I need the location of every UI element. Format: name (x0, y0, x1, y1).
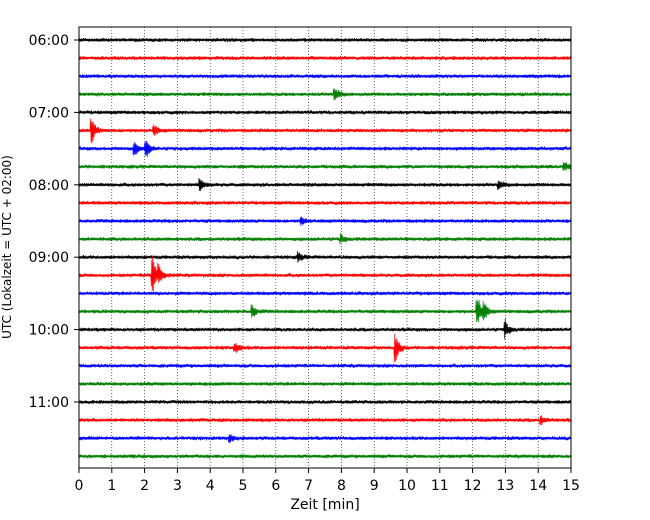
x-tick-label: 2 (140, 478, 149, 494)
y-tick-label: 07:00 (29, 105, 69, 121)
y-tick-label: 09:00 (29, 250, 69, 266)
seismic-trace (78, 399, 572, 405)
x-axis-ticks: 0 1 2 3 4 5 6 7 8 9 10 11 12 13 14 15 (75, 468, 580, 494)
seismic-trace (78, 381, 572, 387)
seismic-trace (78, 73, 572, 79)
seismic-trace (78, 88, 572, 101)
seismic-trace (78, 453, 572, 459)
x-tick-label: 7 (304, 478, 313, 494)
seismic-trace (78, 118, 572, 144)
x-tick-label: 14 (529, 478, 547, 494)
y-tick-label: 11:00 (29, 395, 69, 411)
seismic-trace (78, 233, 572, 245)
seismic-trace (78, 216, 572, 226)
seismic-trace (78, 200, 572, 206)
x-tick-label: 13 (496, 478, 514, 494)
seismic-trace (78, 110, 572, 115)
x-axis-label: Zeit [min] (290, 497, 359, 513)
seismic-trace (78, 415, 572, 426)
x-tick-label: 10 (398, 478, 416, 494)
y-axis-ticks: 06:00 07:00 08:00 09:00 10:00 11:00 (29, 33, 79, 411)
x-tick-label: 8 (337, 478, 346, 494)
x-tick-label: 9 (370, 478, 379, 494)
seismic-trace (78, 290, 572, 296)
x-tick-label: 15 (562, 478, 580, 494)
x-tick-label: 4 (206, 478, 215, 494)
seismic-trace (78, 255, 572, 294)
y-tick-label: 10:00 (29, 323, 69, 339)
seismic-trace (78, 162, 572, 172)
x-tick-label: 5 (239, 478, 248, 494)
x-tick-label: 12 (464, 478, 482, 494)
x-tick-label: 0 (75, 478, 84, 494)
seismic-trace (78, 140, 572, 158)
x-tick-label: 11 (431, 478, 449, 494)
seismic-trace (78, 333, 572, 363)
seismic-trace (78, 251, 572, 263)
seismic-trace (78, 363, 572, 369)
y-tick-label: 06:00 (29, 33, 69, 49)
y-axis-label: UTC (Lokalzeit = UTC + 02:00) (0, 155, 14, 339)
seismic-trace (78, 55, 572, 61)
seismic-trace (78, 318, 572, 340)
plot-frame (78, 26, 572, 469)
seismic-trace (78, 37, 572, 43)
seismic-trace (78, 299, 572, 323)
seismic-trace (78, 177, 572, 192)
y-tick-label: 08:00 (29, 178, 69, 194)
x-tick-label: 3 (173, 478, 182, 494)
x-tick-label: 1 (107, 478, 116, 494)
seismic-trace (78, 434, 572, 443)
x-tick-label: 6 (271, 478, 280, 494)
seismic-traces (78, 37, 572, 459)
